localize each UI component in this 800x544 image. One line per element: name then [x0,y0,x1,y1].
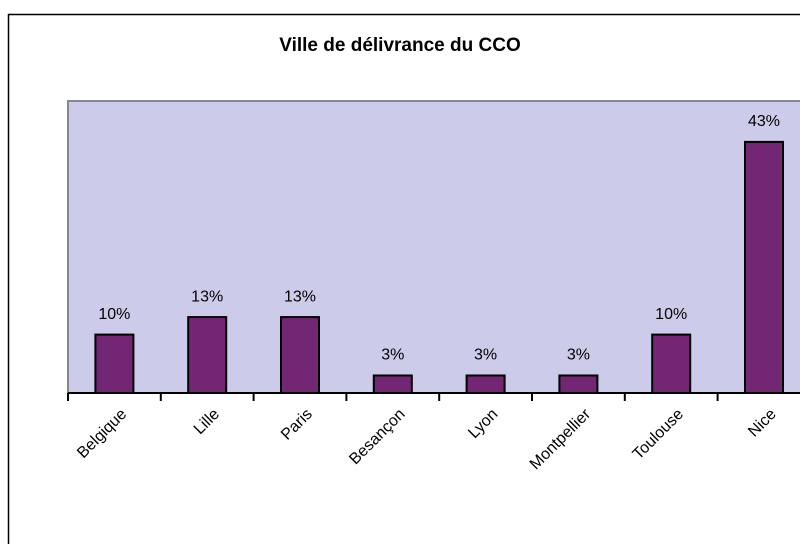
bar [372,374,413,395]
bar [94,333,135,395]
data-label: 3% [474,347,497,364]
bar [280,316,320,394]
bar [558,374,599,395]
data-label: 3% [381,347,404,364]
data-label: 43% [748,113,780,130]
bar [187,316,228,394]
data-label: 13% [191,288,223,305]
chart-title: Ville de délivrance du CCO [279,35,520,56]
bar [744,140,784,394]
data-label: 10% [655,306,687,323]
data-label: 13% [284,288,316,305]
data-label: 3% [567,347,590,364]
data-label: 10% [98,306,130,323]
bar [651,333,692,395]
bar [465,374,506,395]
